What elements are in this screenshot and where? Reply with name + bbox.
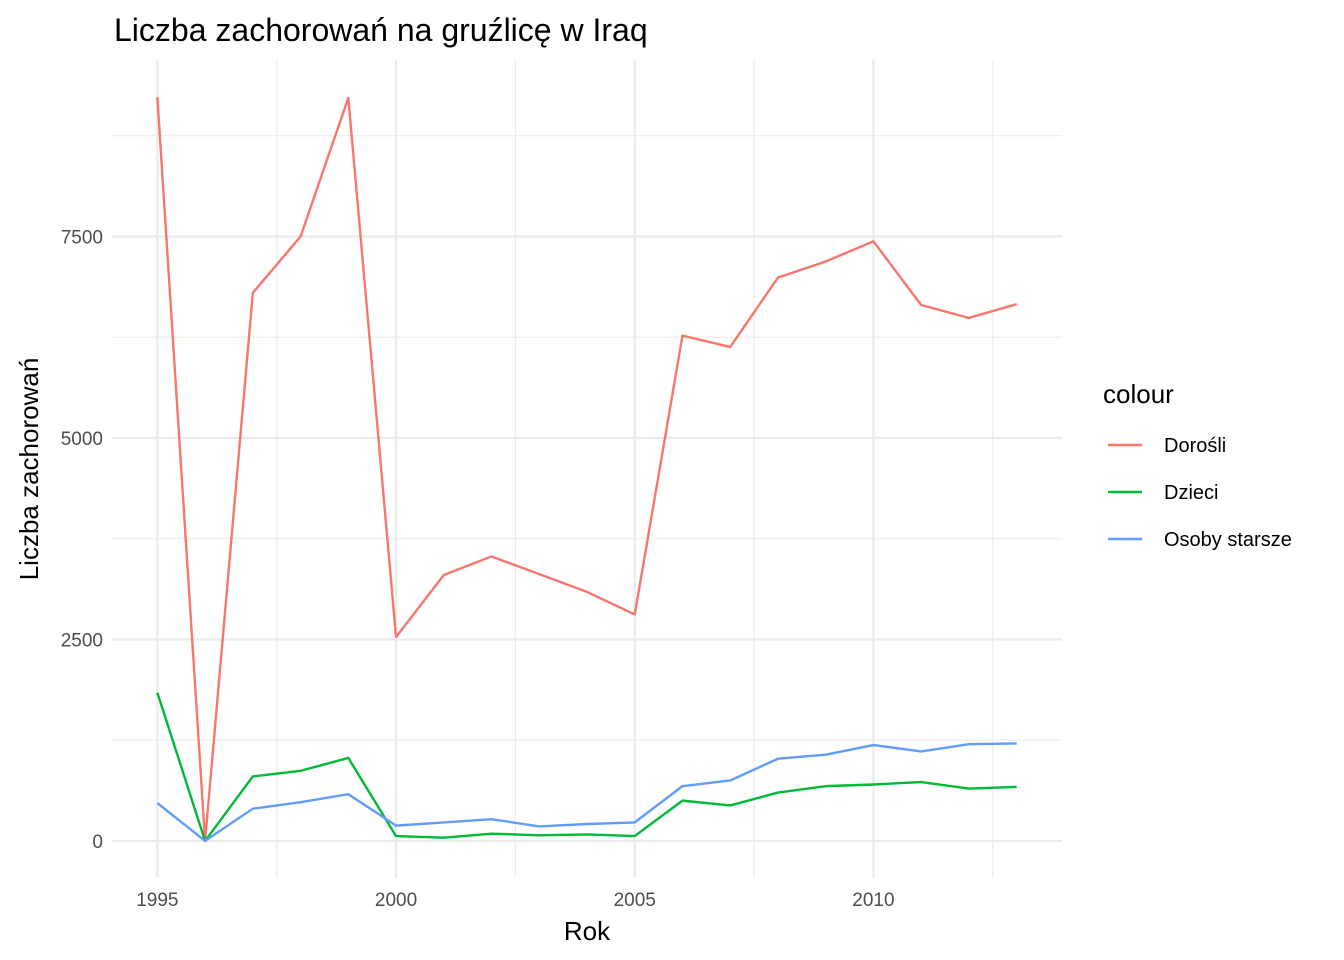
y-axis-title: Liczba zachorowań [14, 358, 44, 581]
chart-title: Liczba zachorowań na gruźlicę w Iraq [114, 12, 648, 48]
series-line-2 [156, 692, 1017, 843]
legend-items: Dorośli Dzieci Osoby starsze [1108, 435, 1292, 551]
legend-label: Dorośli [1164, 435, 1226, 457]
y-axis-ticks: 0 2500 5000 7500 [61, 227, 103, 852]
x-tick-label: 2010 [852, 890, 894, 911]
x-tick-label: 2000 [375, 890, 417, 911]
y-tick-label: 7500 [61, 227, 103, 248]
series-line-1 [156, 96, 1017, 843]
x-axis-ticks: 1995 2000 2005 2010 [136, 890, 894, 911]
x-tick-label: 1995 [136, 890, 178, 911]
legend-label: Osoby starsze [1164, 529, 1292, 551]
legend: colour Dorośli Dzieci Osoby starsze [1103, 379, 1292, 551]
series-lines [156, 96, 1017, 843]
legend-label: Dzieci [1164, 482, 1218, 504]
x-tick-label: 2005 [614, 890, 656, 911]
series-line-3 [156, 742, 1017, 843]
y-tick-label: 5000 [61, 429, 103, 450]
legend-title: colour [1103, 379, 1174, 409]
y-tick-label: 2500 [61, 630, 103, 651]
legend-item: Dzieci [1108, 482, 1218, 504]
grid [112, 60, 1062, 878]
legend-item: Osoby starsze [1108, 529, 1292, 551]
x-axis-title: Rok [564, 916, 611, 946]
y-tick-label: 0 [92, 832, 103, 853]
legend-item: Dorośli [1108, 435, 1226, 457]
